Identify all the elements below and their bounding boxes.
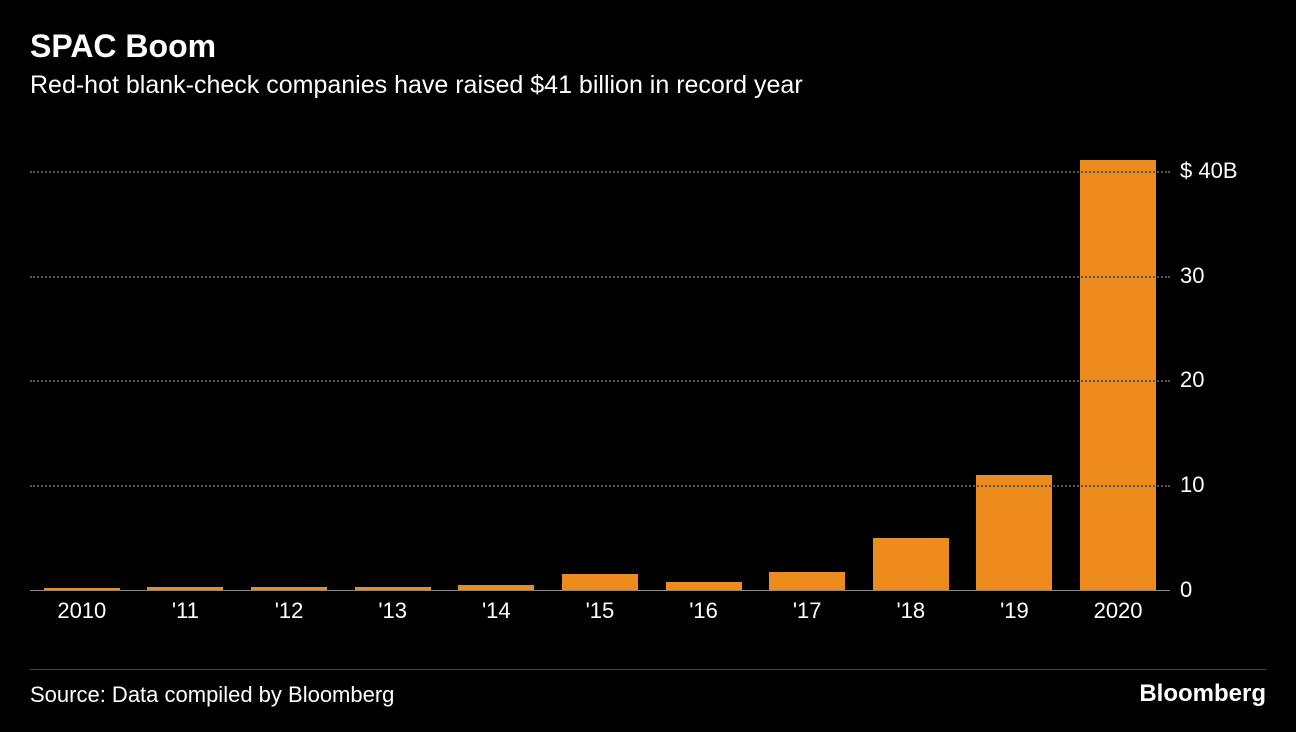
chart-subtitle: Red-hot blank-check companies have raise… [30, 71, 1266, 100]
x-tick-label: '17 [769, 598, 845, 624]
gridline [30, 171, 1170, 173]
x-tick-label: '18 [873, 598, 949, 624]
bar [562, 574, 638, 590]
x-tick-label: '12 [251, 598, 327, 624]
chart-container: SPAC Boom Red-hot blank-check companies … [0, 0, 1296, 732]
bar [976, 475, 1052, 590]
x-tick-label: '14 [458, 598, 534, 624]
y-tick-label: 20 [1180, 367, 1204, 393]
x-tick-label: 2020 [1080, 598, 1156, 624]
footer-divider [30, 669, 1266, 670]
bar [769, 572, 845, 590]
bar [873, 538, 949, 590]
x-tick-label: '15 [562, 598, 638, 624]
footer: Source: Data compiled by Bloomberg Bloom… [30, 680, 1266, 708]
y-tick-label: 10 [1180, 472, 1204, 498]
gridline [30, 380, 1170, 382]
y-tick-label: 0 [1180, 577, 1192, 603]
bars-group [30, 150, 1170, 590]
source-text: Source: Data compiled by Bloomberg [30, 682, 394, 708]
baseline [30, 590, 1170, 591]
chart-title: SPAC Boom [30, 28, 1266, 65]
x-tick-label: '19 [976, 598, 1052, 624]
x-tick-label: '13 [355, 598, 431, 624]
brand-logo: Bloomberg [1139, 680, 1266, 708]
bar [666, 582, 742, 590]
gridline [30, 276, 1170, 278]
y-tick-label: $ 40B [1180, 158, 1238, 184]
plot-region [30, 150, 1170, 590]
x-axis-labels: 2010 '11 '12 '13 '14 '15 '16 '17 '18 '19 2020 [30, 598, 1170, 624]
x-tick-label: '16 [666, 598, 742, 624]
x-tick-label: 2010 [44, 598, 120, 624]
gridline [30, 485, 1170, 487]
y-tick-label: 30 [1180, 263, 1204, 289]
x-tick-label: '11 [147, 598, 223, 624]
chart-area: 0 10 20 30 $ 40B 2010 '11 '12 '13 '14 '15 '16 '17 '1… [30, 120, 1260, 630]
bar [1080, 160, 1156, 590]
